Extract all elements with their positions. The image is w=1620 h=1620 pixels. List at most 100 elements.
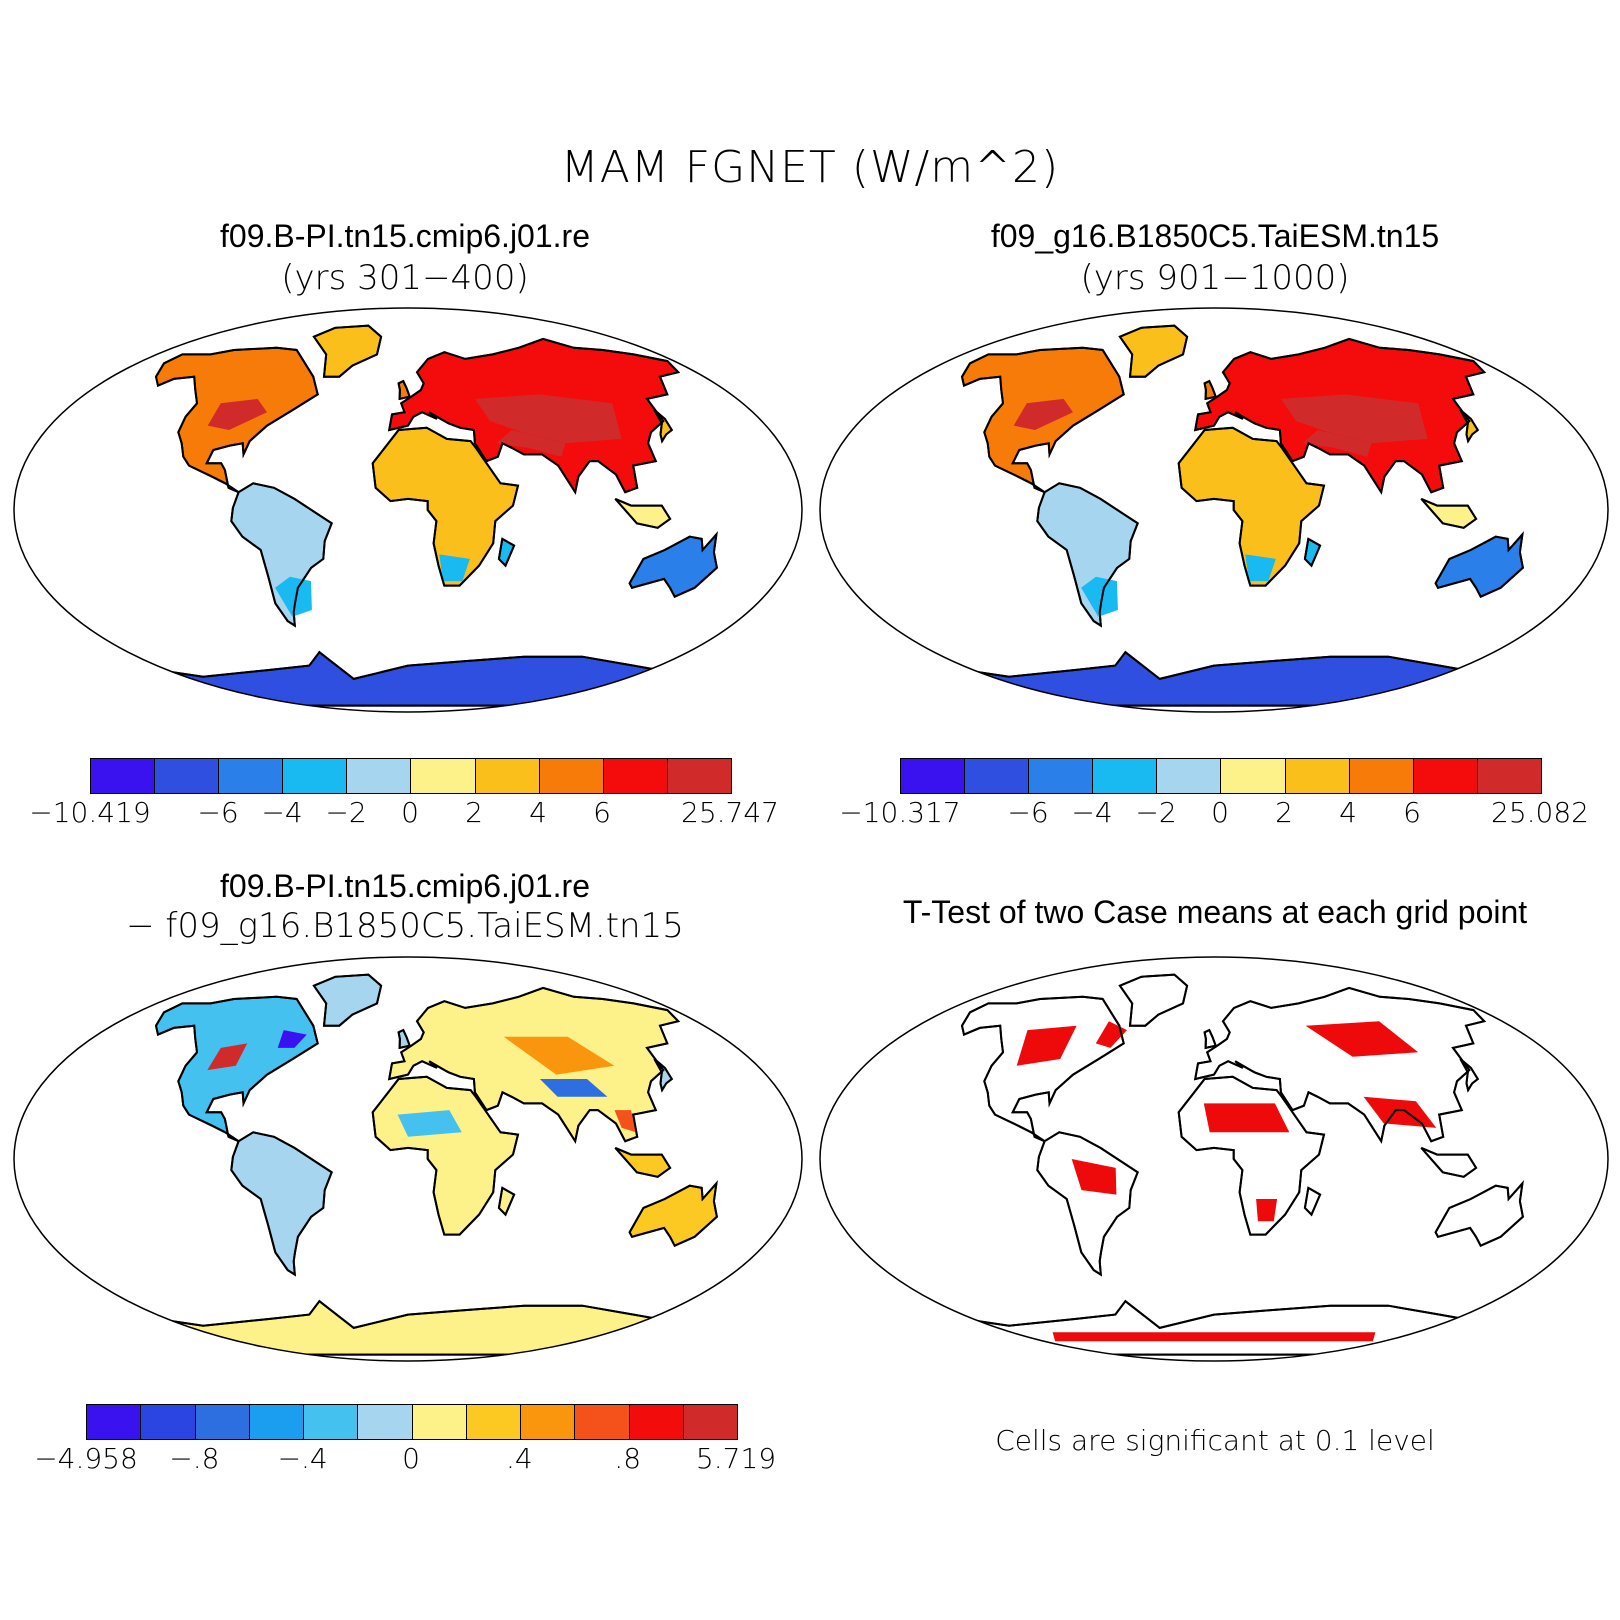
low-value-region — [1245, 554, 1276, 582]
colorbar-swatch — [91, 759, 156, 793]
colorbar-tick-label: .8 — [614, 1442, 642, 1475]
coastline — [1459, 409, 1480, 444]
colorbar-tick-label: −.4 — [277, 1442, 328, 1475]
colorbar-swatch — [347, 759, 412, 793]
coastline — [497, 1186, 516, 1217]
colorbar-tick-label: .4 — [505, 1442, 533, 1475]
colorbar-tick-label: 25.747 — [681, 796, 779, 829]
coastline — [397, 379, 412, 401]
colorbar-swatch — [283, 759, 348, 793]
panel-3-subtitle: − f09_g16.B1850C5.TaiESM.tn15 — [126, 906, 684, 946]
difference-region — [277, 1030, 307, 1048]
difference-region — [397, 1110, 462, 1137]
colorbar-tick-label: 0 — [1211, 796, 1229, 829]
colorbar-swatch — [603, 759, 668, 793]
map-boundary — [819, 307, 1609, 713]
coastline — [371, 426, 520, 587]
colorbar-tick-label: 5.719 — [695, 1442, 777, 1475]
coastline — [628, 531, 718, 598]
coastline — [154, 346, 319, 494]
colorbar-swatch — [466, 1405, 521, 1439]
coastline — [614, 1146, 672, 1178]
colorbar-swatch — [521, 1405, 576, 1439]
difference-region — [614, 1110, 636, 1133]
colorbar-tick-label: −.8 — [169, 1442, 220, 1475]
colorbar-swatch — [1157, 759, 1222, 793]
coastline — [1036, 482, 1139, 628]
colorbar-swatch — [1093, 759, 1158, 793]
coastline — [371, 1075, 520, 1236]
colorbar-swatch — [155, 759, 220, 793]
panel-3-map — [13, 956, 803, 1362]
panel-2-title: f09_g16.B1850C5.TaiESM.tn15 — [990, 218, 1440, 254]
coastline — [1203, 1028, 1218, 1050]
colorbar-tick-label: −6 — [197, 796, 239, 829]
coastline — [1118, 973, 1189, 1027]
panel-2-colorbar-labels: −10.317 −6 −4 −2 0 2 4 6 25.082 — [839, 796, 1589, 830]
high-value-region — [1013, 398, 1073, 430]
colorbar-swatch — [141, 1405, 196, 1439]
colorbar-tick-label: 2 — [1275, 796, 1293, 829]
colorbar-swatch — [539, 759, 604, 793]
colorbar-tick-label: −10.419 — [29, 796, 151, 829]
colorbar-tick-label: 4 — [1339, 796, 1357, 829]
panel-1-title: f09.B-PI.tn15.cmip6.j01.re — [220, 218, 590, 254]
coastline — [154, 995, 319, 1143]
panel-4-map — [819, 956, 1609, 1362]
colorbar-tick-label: 0 — [402, 1442, 420, 1475]
coastline — [1434, 1180, 1524, 1247]
colorbar-tick-label: −2 — [1135, 796, 1177, 829]
map-boundary — [819, 956, 1609, 1362]
panel-1-map — [13, 307, 803, 713]
colorbar-swatch — [683, 1405, 737, 1439]
coastline — [1203, 379, 1218, 401]
coastline — [1459, 1058, 1480, 1093]
difference-region — [207, 1043, 248, 1071]
coastline — [397, 1028, 412, 1050]
coastline — [1036, 1131, 1139, 1277]
significant-region — [1256, 1199, 1278, 1222]
significant-region — [1071, 1159, 1117, 1195]
panel-4-title: T-Test of two Case means at each grid po… — [902, 894, 1528, 930]
coastline — [230, 1131, 333, 1277]
colorbar-tick-label: 6 — [593, 796, 611, 829]
coastline — [960, 995, 1125, 1143]
difference-region — [503, 1036, 615, 1075]
coastline — [1177, 426, 1326, 587]
significant-region — [1052, 1332, 1376, 1342]
map-boundary — [13, 307, 803, 713]
significant-region — [1305, 1021, 1419, 1057]
panel-3-colorbar-labels: −4.958 −.8 −.4 0 .4 .8 5.719 — [34, 1442, 776, 1476]
colorbar-swatch — [629, 1405, 684, 1439]
high-value-region — [1302, 430, 1372, 457]
coastline — [1434, 531, 1524, 598]
panel-1-colorbar-labels: −10.419 −6 −4 −2 0 2 4 6 25.747 — [29, 796, 779, 830]
colorbar-swatch — [575, 1405, 630, 1439]
coastline — [1193, 337, 1487, 495]
coastline — [1420, 1146, 1478, 1178]
high-value-region — [496, 430, 566, 457]
coastline — [387, 986, 681, 1144]
colorbar-swatch — [1413, 759, 1478, 793]
colorbar-tick-label: −4 — [1071, 796, 1113, 829]
colorbar-swatch — [195, 1405, 250, 1439]
coastline — [628, 1180, 718, 1247]
coastline — [1118, 324, 1189, 378]
colorbar-swatch — [87, 1405, 142, 1439]
coastline — [1303, 1186, 1322, 1217]
colorbar-swatch — [1349, 759, 1414, 793]
colorbar-swatch — [1221, 759, 1286, 793]
colorbar-tick-label: −10.317 — [839, 796, 961, 829]
colorbar-tick-label: 6 — [1403, 796, 1421, 829]
colorbar-swatch — [475, 759, 540, 793]
colorbar-tick-label: −4 — [261, 796, 303, 829]
coastline — [497, 537, 516, 568]
colorbar-swatch — [901, 759, 966, 793]
high-value-region — [1280, 394, 1428, 444]
panel-3-colorbar — [86, 1404, 738, 1440]
high-value-region — [207, 398, 267, 430]
panel-1-colorbar — [90, 758, 732, 794]
coastline — [387, 337, 681, 495]
significant-region — [1203, 1103, 1290, 1133]
high-value-region — [474, 394, 622, 444]
